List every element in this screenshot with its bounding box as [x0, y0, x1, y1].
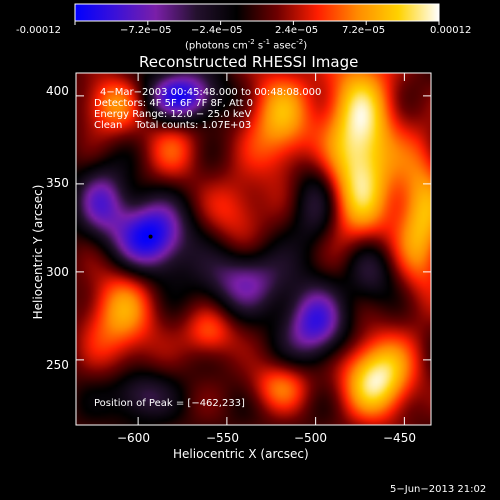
heatmap-image: [76, 73, 431, 425]
chart-title: Reconstructed RHESSI Image: [139, 53, 359, 71]
colorbar-tick-label: 0.00012: [430, 25, 472, 36]
colorbar-tick-label: 2.4e−05: [275, 25, 319, 36]
generation-date: 5−Jun−2013 21:02: [390, 484, 487, 495]
colorbar-gradient: [74, 3, 440, 22]
energy-range-text: Energy Range: 12.0 − 25.0 keV: [94, 109, 252, 120]
clean-counts-text: Clean Total counts: 1.07E+03: [94, 120, 252, 131]
colorbar-tick-label: −2.4e−05: [191, 25, 243, 36]
y-tick-label: 300: [46, 265, 69, 279]
colorbar-tick-label: 7.2e−05: [342, 25, 386, 36]
x-tick-label: −600: [117, 431, 150, 445]
y-tick-label: 250: [46, 358, 69, 372]
peak-position-text: Position of Peak = [−462,233]: [94, 398, 245, 409]
colorbar-tick-label: −7.2e−05: [120, 25, 172, 36]
y-tick-label: 400: [46, 84, 69, 98]
peak-marker: [148, 234, 153, 239]
detectors-text: Detectors: 4F 5F 6F 7F 8F, Att 0: [94, 98, 254, 109]
colorbar-tick-marks: [74, 21, 440, 25]
colorbar-tick-label: -0.00012: [16, 25, 61, 36]
time-range-text: 4−Mar−2003 00:45:48.000 to 00:48:08.000: [100, 87, 322, 98]
x-tick-label: −550: [206, 431, 239, 445]
y-tick-label: 350: [46, 176, 69, 190]
colorbar-unit-label: (photons cm-2 s-1 asec-2): [185, 38, 308, 52]
plot-frame: [75, 72, 432, 426]
colorbar: [74, 3, 440, 25]
x-axis-label: Heliocentric X (arcsec): [173, 447, 309, 461]
x-tick-label: −450: [383, 431, 416, 445]
axis-tick-marks: [76, 73, 431, 425]
y-axis-label: Heliocentric Y (arcsec): [31, 184, 45, 320]
x-tick-label: −500: [294, 431, 327, 445]
